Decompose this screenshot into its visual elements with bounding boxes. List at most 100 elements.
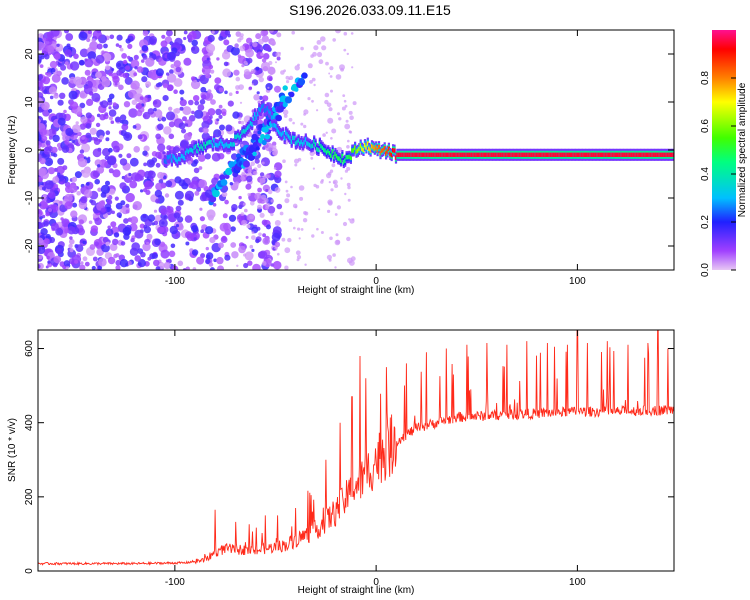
noise-speckle — [118, 215, 122, 219]
noise-speckle — [183, 30, 188, 35]
noise-speckle — [336, 205, 341, 210]
noise-speckle — [84, 58, 94, 68]
noise-speckle — [183, 57, 192, 66]
noise-speckle — [154, 238, 162, 246]
noise-speckle — [98, 257, 107, 267]
ridge-core — [399, 152, 402, 157]
noise-speckle — [240, 175, 246, 181]
noise-speckle — [264, 174, 267, 178]
noise-speckle — [153, 209, 158, 213]
noise-speckle — [158, 218, 168, 228]
noise-speckle — [346, 52, 349, 56]
noise-speckle — [66, 43, 71, 48]
noise-speckle — [115, 259, 122, 266]
noise-speckle — [103, 43, 108, 49]
ridge-core — [225, 142, 228, 147]
noise-speckle — [183, 36, 187, 41]
noise-speckle — [135, 103, 143, 110]
ridge-core — [435, 152, 438, 157]
snr-y-tick-label: 200 — [24, 488, 35, 505]
noise-speckle — [230, 226, 236, 232]
ridge-core — [228, 143, 231, 149]
ridge-core — [269, 111, 272, 116]
ridge-core — [207, 140, 210, 145]
noise-speckle — [71, 176, 78, 183]
noise-speckle — [188, 31, 197, 40]
noise-speckle — [157, 226, 165, 234]
noise-speckle — [72, 202, 78, 208]
ridge-core — [414, 152, 417, 157]
noise-speckle — [108, 188, 116, 195]
noise-speckle — [193, 95, 200, 102]
ridge-core — [556, 152, 560, 157]
noise-speckle — [82, 240, 87, 245]
noise-speckle — [191, 225, 199, 233]
ridge-core — [665, 152, 668, 157]
noise-speckle — [335, 74, 342, 80]
noise-speckle — [90, 170, 99, 180]
noise-speckle — [328, 258, 332, 262]
noise-speckle — [204, 189, 214, 198]
noise-speckle — [302, 218, 308, 223]
noise-speckle — [69, 236, 73, 240]
noise-speckle — [324, 92, 330, 98]
noise-speckle — [60, 217, 64, 221]
noise-speckle — [160, 208, 168, 216]
noise-speckle — [38, 176, 43, 183]
noise-speckle — [349, 218, 355, 224]
noise-speckle — [348, 218, 351, 221]
ridge-core — [623, 152, 626, 157]
noise-speckle — [48, 86, 57, 95]
ridge-core — [211, 143, 214, 148]
noise-speckle — [268, 76, 273, 82]
ridge-core — [242, 129, 245, 134]
ridge-core — [671, 152, 674, 157]
noise-speckle — [218, 104, 223, 109]
noise-speckle — [214, 84, 221, 91]
noise-speckle — [329, 66, 334, 71]
noise-speckle — [166, 73, 177, 83]
noise-speckle — [198, 179, 208, 189]
noise-speckle — [85, 112, 92, 119]
noise-speckle — [92, 148, 102, 158]
ridge-core — [387, 146, 390, 151]
noise-speckle — [143, 226, 151, 234]
noise-speckle — [228, 214, 237, 222]
noise-speckle — [335, 30, 341, 34]
noise-speckle — [50, 67, 56, 73]
ridge-core — [447, 152, 450, 157]
ridge-core — [321, 145, 324, 150]
ridge-core — [634, 152, 637, 157]
noise-speckle — [313, 183, 317, 188]
noise-speckle — [147, 214, 156, 222]
spectral-branch-point — [301, 72, 308, 79]
ridge-core — [509, 152, 512, 157]
noise-speckle — [134, 173, 143, 182]
noise-speckle — [106, 199, 113, 205]
noise-speckle — [123, 218, 129, 224]
noise-speckle — [64, 193, 73, 203]
snr-x-tick-label: 100 — [569, 577, 586, 588]
noise-speckle — [311, 99, 314, 103]
noise-speckle — [259, 172, 265, 177]
noise-speckle — [343, 31, 348, 36]
noise-speckle — [38, 118, 41, 124]
ridge-core — [265, 107, 268, 113]
noise-speckle — [173, 108, 179, 114]
noise-speckle — [99, 114, 106, 121]
noise-speckle — [327, 117, 334, 124]
noise-speckle — [110, 221, 117, 228]
ridge-core — [654, 152, 657, 157]
ridge-core — [218, 141, 221, 146]
noise-speckle — [193, 167, 200, 174]
noise-speckle — [91, 38, 96, 43]
noise-speckle — [236, 264, 239, 267]
noise-speckle — [75, 121, 79, 125]
noise-speckle — [81, 136, 85, 140]
ridge-core — [479, 152, 482, 157]
noise-speckle — [119, 114, 127, 121]
noise-speckle — [309, 80, 313, 84]
noise-speckle — [326, 254, 332, 260]
noise-speckle — [267, 189, 273, 195]
noise-speckle — [94, 241, 99, 246]
